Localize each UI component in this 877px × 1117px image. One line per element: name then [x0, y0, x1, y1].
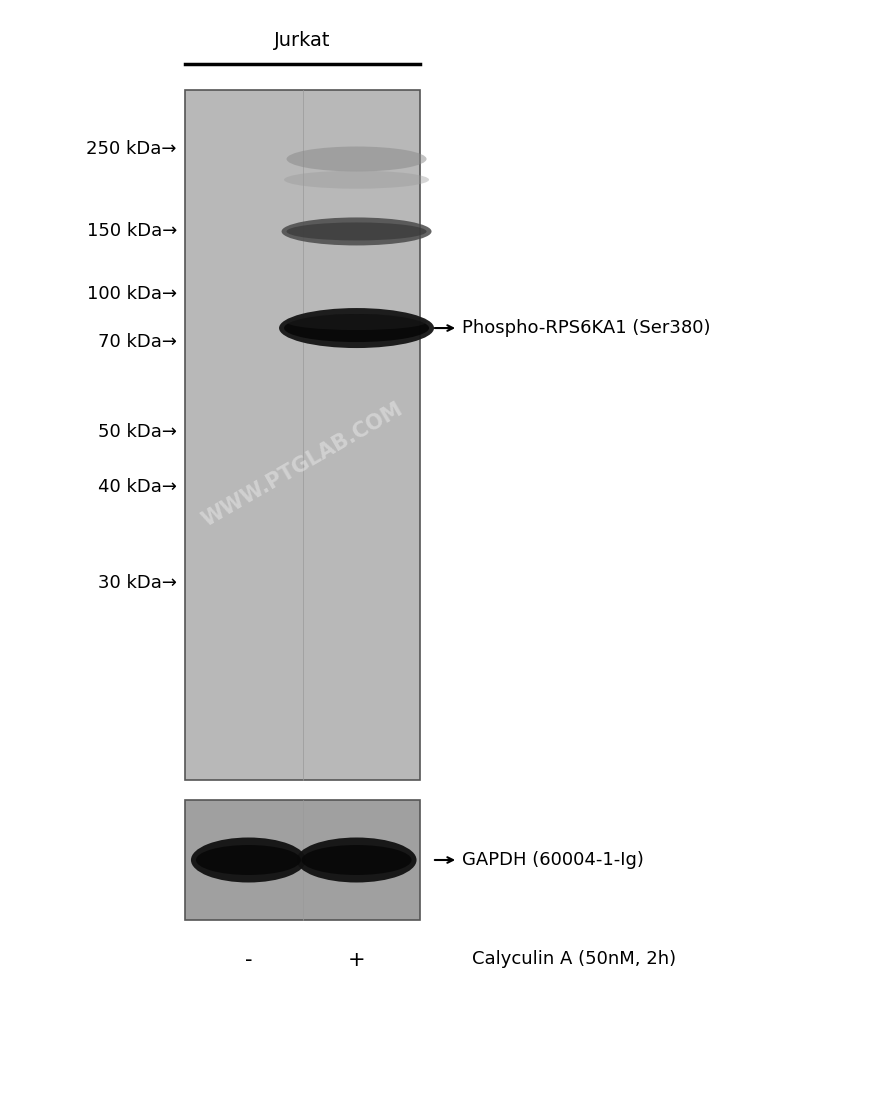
Text: 100 kDa→: 100 kDa→: [87, 285, 177, 303]
Ellipse shape: [282, 218, 431, 246]
Text: WWW.PTGLAB.COM: WWW.PTGLAB.COM: [198, 399, 406, 531]
Ellipse shape: [284, 314, 429, 342]
Text: 150 kDa→: 150 kDa→: [87, 222, 177, 240]
Bar: [185, 800, 420, 920]
Text: 30 kDa→: 30 kDa→: [98, 574, 177, 592]
Ellipse shape: [196, 844, 301, 875]
Text: 40 kDa→: 40 kDa→: [98, 478, 177, 496]
Ellipse shape: [296, 838, 417, 882]
Text: GAPDH (60004-1-Ig): GAPDH (60004-1-Ig): [462, 851, 644, 869]
Text: Phospho-RPS6KA1 (Ser380): Phospho-RPS6KA1 (Ser380): [462, 319, 710, 337]
Ellipse shape: [302, 844, 411, 875]
Bar: [185, 90, 420, 780]
Text: +: +: [348, 949, 366, 970]
Ellipse shape: [287, 222, 426, 240]
Text: 70 kDa→: 70 kDa→: [98, 333, 177, 351]
Text: 250 kDa→: 250 kDa→: [87, 140, 177, 157]
Text: Calyculin A (50nM, 2h): Calyculin A (50nM, 2h): [472, 949, 676, 968]
Text: 50 kDa→: 50 kDa→: [98, 422, 177, 440]
Text: -: -: [245, 949, 253, 970]
Ellipse shape: [284, 171, 429, 189]
Text: Jurkat: Jurkat: [275, 31, 331, 50]
Ellipse shape: [287, 314, 426, 330]
Ellipse shape: [279, 308, 434, 349]
Ellipse shape: [287, 146, 426, 172]
Ellipse shape: [191, 838, 306, 882]
